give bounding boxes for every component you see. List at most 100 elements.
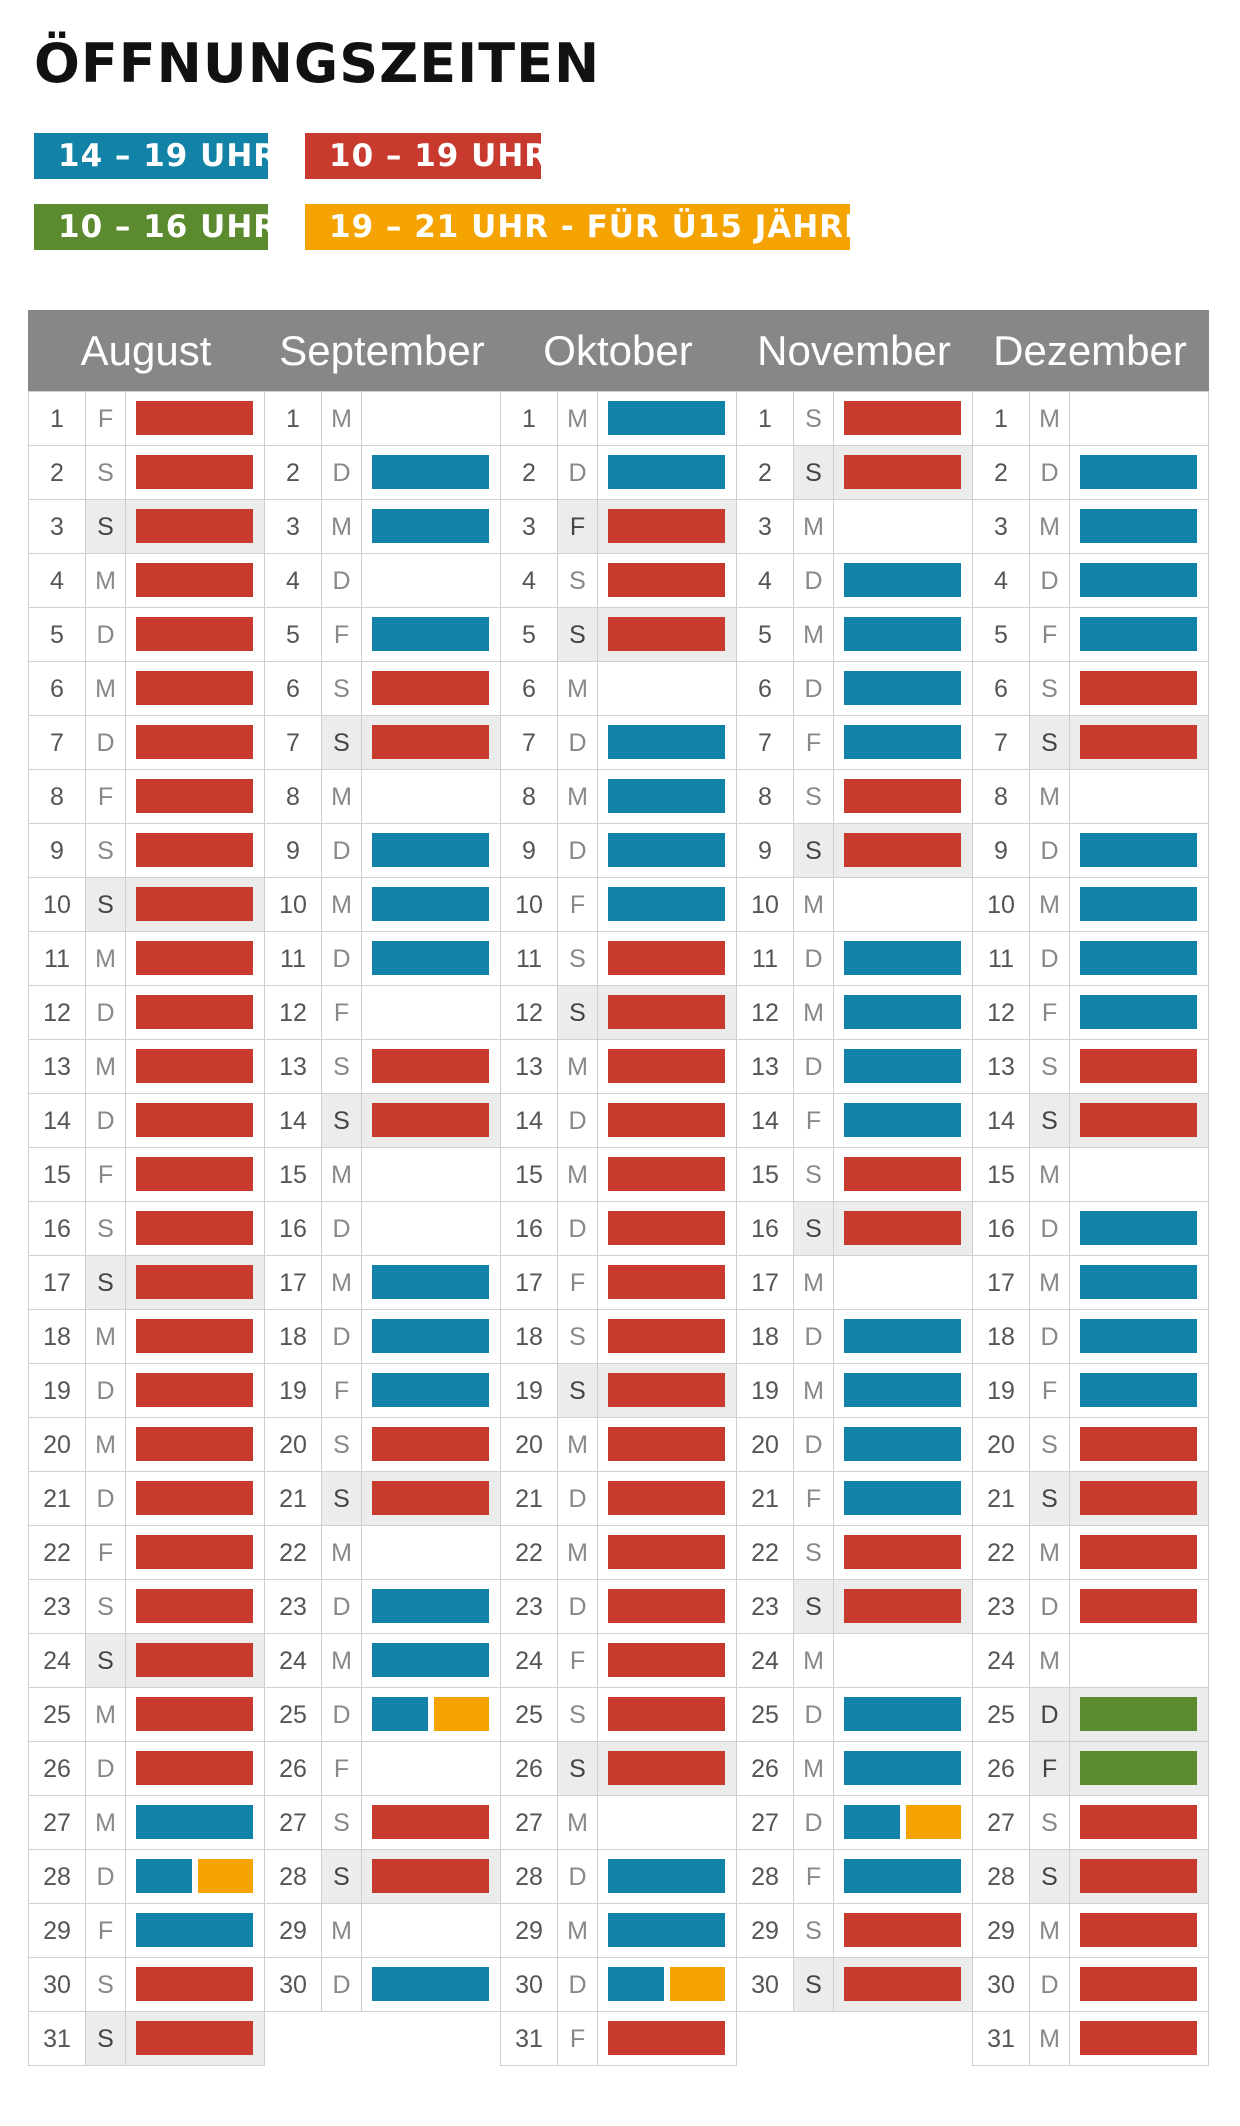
day-number: 5 — [264, 607, 322, 662]
day-number: 17 — [500, 1255, 558, 1310]
day-number: 16 — [972, 1201, 1030, 1256]
day-number: 18 — [500, 1309, 558, 1364]
day-number: 12 — [736, 985, 794, 1040]
day-number: 4 — [264, 553, 322, 608]
legend-red-hours: 10 – 19 UHR — [305, 133, 541, 179]
hours-cell — [833, 823, 973, 878]
weekday-label: D — [321, 1687, 362, 1742]
hours-cell — [361, 1471, 501, 1526]
day-number: 1 — [264, 391, 322, 446]
day-number: 24 — [972, 1633, 1030, 1688]
hours-cell — [597, 1525, 737, 1580]
hours-cell — [361, 1849, 501, 1904]
weekday-label: M — [557, 661, 598, 716]
weekday-label: M — [85, 1687, 126, 1742]
day-number: 19 — [264, 1363, 322, 1418]
hours-bar-red — [136, 455, 253, 489]
weekday-label: F — [793, 1093, 834, 1148]
hours-cell — [125, 2011, 265, 2066]
hours-bar-red — [136, 1049, 253, 1083]
weekday-label: M — [321, 1147, 362, 1202]
hours-cell — [833, 391, 973, 446]
weekday-label: S — [85, 1957, 126, 2012]
hours-bar-red — [136, 617, 253, 651]
hours-bar-blue — [844, 1481, 961, 1515]
day-number: 1 — [972, 391, 1030, 446]
day-number: 30 — [972, 1957, 1030, 2012]
hours-bar-green — [1080, 1751, 1197, 1785]
weekday-label: M — [793, 1363, 834, 1418]
hours-cell — [361, 1795, 501, 1850]
hours-cell — [833, 445, 973, 500]
day-number: 30 — [264, 1957, 322, 2012]
hours-bar-red — [136, 1589, 253, 1623]
weekday-label: F — [557, 1255, 598, 1310]
hours-bar-blue — [1080, 617, 1197, 651]
day-number: 29 — [972, 1903, 1030, 1958]
hours-cell — [125, 1039, 265, 1094]
weekday-label: S — [321, 1093, 362, 1148]
weekday-label: D — [85, 715, 126, 770]
weekday-label: S — [557, 607, 598, 662]
hours-bar-blue — [608, 887, 725, 921]
hours-cell — [1069, 1903, 1209, 1958]
hours-cell — [1069, 1741, 1209, 1796]
hours-bar-blue — [1080, 1265, 1197, 1299]
hours-bar-red — [372, 1049, 489, 1083]
hours-cell — [833, 1741, 973, 1796]
hours-bar-red — [1080, 1049, 1197, 1083]
weekday-label: F — [85, 1525, 126, 1580]
hours-bar-red — [608, 563, 725, 597]
day-number: 13 — [28, 1039, 86, 1094]
hours-bar-blue — [1080, 455, 1197, 489]
weekday-label: S — [793, 1957, 834, 2012]
day-number: 3 — [972, 499, 1030, 554]
day-number: 28 — [28, 1849, 86, 1904]
hours-cell — [361, 1741, 501, 1796]
hours-cell — [125, 1579, 265, 1634]
weekday-label: M — [321, 1633, 362, 1688]
weekday-label: S — [321, 1417, 362, 1472]
weekday-label: S — [793, 391, 834, 446]
hours-bar-blue — [844, 563, 961, 597]
hours-cell — [597, 1741, 737, 1796]
day-number: 2 — [28, 445, 86, 500]
day-number: 22 — [264, 1525, 322, 1580]
day-number: 6 — [500, 661, 558, 716]
weekday-label: D — [85, 1471, 126, 1526]
hours-bar-red — [608, 1373, 725, 1407]
hours-bar-blue — [1080, 887, 1197, 921]
day-number: 17 — [972, 1255, 1030, 1310]
month-header-november: November — [757, 327, 951, 374]
day-number: 23 — [972, 1579, 1030, 1634]
hours-cell — [361, 391, 501, 446]
weekday-label: M — [1029, 1525, 1070, 1580]
weekday-label: S — [793, 1579, 834, 1634]
day-number: 6 — [264, 661, 322, 716]
hours-bar-orange — [669, 1967, 725, 2001]
weekday-label: S — [557, 985, 598, 1040]
hours-bar-blue — [372, 617, 489, 651]
weekday-label: S — [321, 1849, 362, 1904]
weekday-label: M — [321, 1903, 362, 1958]
day-number: 16 — [264, 1201, 322, 1256]
hours-bar-blue — [608, 833, 725, 867]
day-number: 23 — [264, 1579, 322, 1634]
day-number: 13 — [264, 1039, 322, 1094]
weekday-label: M — [793, 1633, 834, 1688]
hours-bar-red — [844, 455, 961, 489]
day-number: 12 — [500, 985, 558, 1040]
hours-bar-blue — [372, 1373, 489, 1407]
hours-cell — [597, 1147, 737, 1202]
hours-cell — [597, 1579, 737, 1634]
day-number: 11 — [264, 931, 322, 986]
weekday-label: D — [793, 931, 834, 986]
hours-cell — [1069, 985, 1209, 1040]
hours-bar-red — [136, 1157, 253, 1191]
day-number: 23 — [500, 1579, 558, 1634]
weekday-label: D — [321, 1309, 362, 1364]
hours-cell — [833, 1903, 973, 1958]
hours-cell — [597, 1417, 737, 1472]
weekday-label: M — [557, 769, 598, 824]
day-number: 14 — [736, 1093, 794, 1148]
